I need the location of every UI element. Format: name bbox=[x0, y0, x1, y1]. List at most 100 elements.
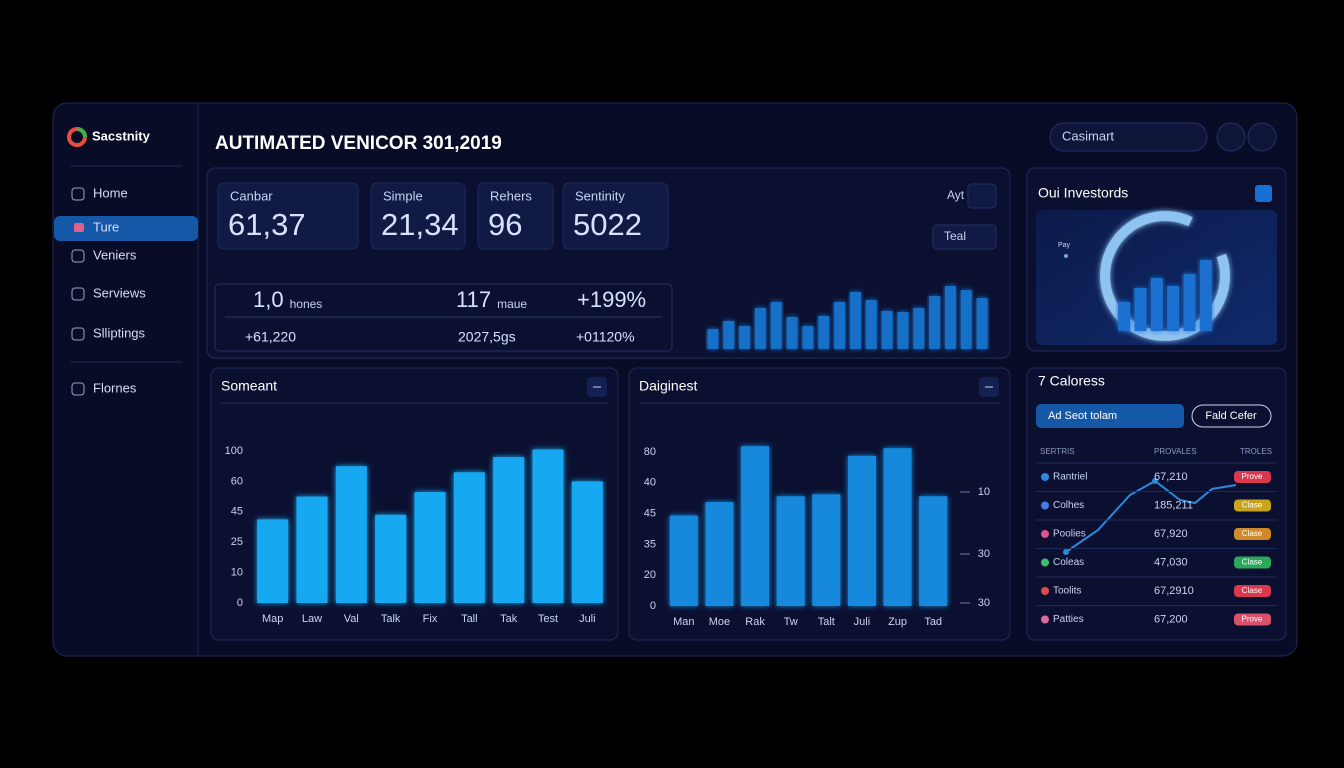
table-panel bbox=[1026, 367, 1287, 641]
nav-item[interactable]: Serviews bbox=[93, 285, 146, 300]
row-value: 67,920 bbox=[1154, 528, 1188, 540]
row-name: Toolits bbox=[1053, 586, 1081, 597]
bar bbox=[1183, 274, 1196, 331]
nav-item[interactable]: Flornes bbox=[93, 380, 137, 395]
filter-text[interactable]: Ad Seot tolam bbox=[1048, 410, 1117, 422]
bar bbox=[669, 515, 698, 606]
y2-tick-label: 10 bbox=[978, 486, 990, 498]
x-tick-label: Juli bbox=[854, 616, 871, 628]
bar bbox=[818, 316, 830, 349]
nav-item[interactable]: Home bbox=[93, 185, 128, 200]
row-dot bbox=[1041, 501, 1049, 510]
status-badge bbox=[1234, 499, 1271, 512]
stat-unit: hones bbox=[290, 297, 323, 311]
nav-active[interactable] bbox=[54, 216, 198, 241]
row-dot bbox=[1041, 558, 1049, 567]
bar bbox=[723, 321, 735, 349]
row-value: 67,2910 bbox=[1154, 585, 1194, 597]
kpi-label: Canbar bbox=[230, 188, 273, 203]
legend-dot bbox=[1064, 254, 1068, 258]
bar bbox=[1167, 286, 1180, 331]
y-tick-label: 60 bbox=[231, 475, 243, 487]
icon-button[interactable] bbox=[1216, 122, 1246, 152]
search-box[interactable] bbox=[1049, 122, 1208, 152]
x-tick-label: Zup bbox=[888, 616, 907, 628]
nav-icon bbox=[71, 382, 85, 396]
bar bbox=[881, 311, 893, 349]
x-tick-label: Law bbox=[302, 613, 322, 625]
status-badge bbox=[1234, 613, 1271, 626]
x-tick-label: Talk bbox=[381, 613, 401, 625]
row-value: 67,200 bbox=[1154, 613, 1188, 625]
x-tick-label: Val bbox=[344, 613, 359, 625]
nav-item[interactable]: Veniers bbox=[93, 247, 137, 262]
stat-value: 2027,5gs bbox=[458, 329, 516, 345]
panel-title: Daiginest bbox=[639, 378, 697, 394]
icon-button[interactable] bbox=[1247, 122, 1277, 152]
kpi-label: Sentinity bbox=[575, 188, 625, 203]
row-value: 47,030 bbox=[1154, 556, 1188, 568]
table-title: 7 Caloress bbox=[1038, 373, 1105, 389]
bar bbox=[741, 446, 770, 606]
y-tick-label: 100 bbox=[225, 445, 243, 457]
kpi-card bbox=[562, 182, 669, 250]
stat-value: 1,0 bbox=[253, 287, 284, 312]
control-box[interactable] bbox=[967, 183, 997, 209]
x-tick-label: Tw bbox=[784, 616, 798, 628]
x-tick-label: Map bbox=[262, 613, 283, 625]
bar bbox=[296, 496, 328, 603]
row-name: Rantriel bbox=[1053, 472, 1087, 483]
kpi-label: Rehers bbox=[490, 188, 532, 203]
bar bbox=[532, 449, 564, 603]
nav-item[interactable]: Slliptings bbox=[93, 325, 146, 340]
y-tick-label: 35 bbox=[644, 538, 656, 550]
x-tick-label: Moe bbox=[709, 616, 730, 628]
row-dot bbox=[1041, 530, 1049, 538]
trend-dot bbox=[1152, 478, 1158, 484]
row-dot bbox=[1041, 473, 1049, 481]
bar bbox=[1150, 278, 1163, 331]
stat-value: 117 bbox=[456, 287, 491, 312]
bar bbox=[913, 308, 925, 349]
y-tick-label: 0 bbox=[237, 597, 243, 609]
bar bbox=[802, 326, 814, 349]
status-text: Prove bbox=[1242, 472, 1263, 481]
y2-tick-label: 30 bbox=[978, 548, 990, 560]
status-text: Clase bbox=[1242, 586, 1263, 595]
row-name: Colhes bbox=[1053, 500, 1084, 511]
page-title: AUTIMATED VENICOR 301,2019 bbox=[215, 133, 502, 154]
bar bbox=[257, 519, 289, 603]
bar bbox=[1199, 260, 1212, 331]
filter-button[interactable] bbox=[1191, 404, 1272, 428]
bar bbox=[1118, 302, 1131, 331]
x-tick-label: Test bbox=[538, 613, 558, 625]
row-value: 67,210 bbox=[1154, 471, 1188, 483]
status-text: Clase bbox=[1242, 558, 1263, 567]
stats-box bbox=[214, 283, 673, 352]
stat-unit: maue bbox=[497, 297, 527, 311]
nav-icon bbox=[74, 223, 84, 232]
bar bbox=[754, 308, 766, 349]
panel-title: Oui Investords bbox=[1038, 185, 1128, 201]
trend-dot bbox=[1063, 549, 1069, 555]
bar bbox=[944, 286, 956, 349]
control-label[interactable]: Ayt bbox=[947, 188, 965, 202]
control-label[interactable]: Teal bbox=[944, 229, 966, 243]
bar bbox=[414, 492, 446, 603]
search-text[interactable]: Casimart bbox=[1062, 128, 1114, 143]
nav-item[interactable]: Ture bbox=[93, 219, 119, 234]
y-tick-label: 40 bbox=[644, 477, 656, 489]
kpi-value: 5022 bbox=[573, 207, 642, 242]
bar bbox=[960, 290, 972, 349]
bar bbox=[847, 455, 876, 606]
filter-button-text[interactable]: Fald Cefer bbox=[1205, 410, 1257, 422]
bar bbox=[770, 302, 782, 349]
filter-dropdown[interactable] bbox=[1036, 404, 1184, 428]
x-tick-label: Talt bbox=[818, 616, 835, 628]
bar bbox=[919, 496, 948, 606]
control-box[interactable] bbox=[932, 224, 997, 250]
kpi-card bbox=[477, 182, 554, 250]
bar bbox=[453, 472, 485, 603]
status-text: Clase bbox=[1242, 501, 1263, 510]
